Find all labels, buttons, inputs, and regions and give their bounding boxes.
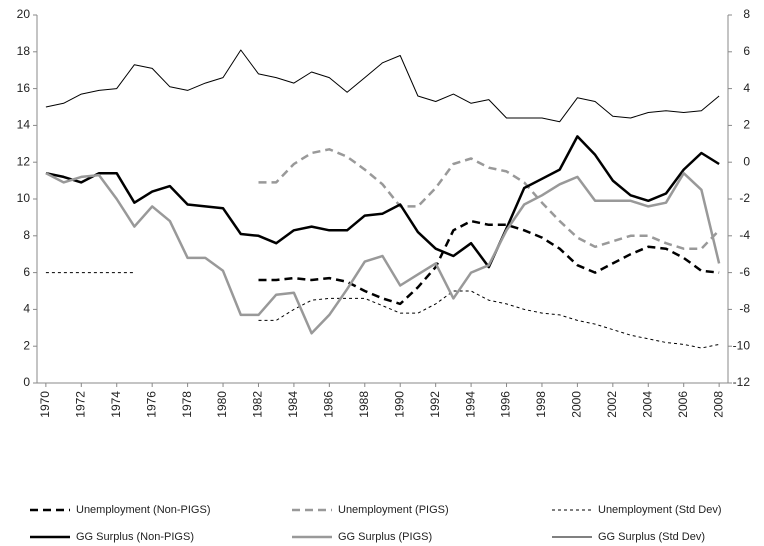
- y-tick-label: 14: [17, 118, 31, 132]
- x-tick-label: 1970: [38, 391, 52, 418]
- y-tick-label: 16: [17, 81, 31, 95]
- y-tick-label: 8: [23, 228, 30, 242]
- x-tick-label: 1986: [322, 391, 336, 418]
- x-tick-label: 2000: [570, 391, 584, 418]
- series-line: [45, 135, 720, 269]
- y2-tick-label: -10: [733, 338, 751, 352]
- y-tick-label: 12: [17, 154, 31, 168]
- y2-tick-label: -8: [739, 302, 750, 316]
- x-tick-label: 2008: [711, 391, 725, 418]
- x-tick-label: 1978: [180, 391, 194, 418]
- legend-label: Unemployment (Std Dev): [598, 504, 722, 516]
- y2-tick-label: -6: [739, 265, 750, 279]
- x-tick-label: 1998: [534, 391, 548, 418]
- x-tick-label: 1994: [463, 391, 477, 418]
- legend-label: GG Surplus (Non-PIGS): [76, 531, 194, 543]
- x-tick-label: 1984: [286, 391, 300, 418]
- x-tick-label: 1972: [73, 391, 87, 418]
- legend-label: Unemployment (Non-PIGS): [76, 504, 211, 516]
- legend-label: GG Surplus (PIGS): [338, 531, 432, 543]
- y2-tick-label: 4: [743, 81, 750, 95]
- series-line: [258, 148, 721, 250]
- y2-tick-label: 2: [743, 118, 750, 132]
- y2-tick-label: -2: [739, 191, 750, 205]
- x-tick-label: 1980: [215, 391, 229, 418]
- legend-label: GG Surplus (Std Dev): [598, 531, 705, 543]
- y2-tick-label: 6: [743, 44, 750, 58]
- y-tick-label: 18: [17, 44, 31, 58]
- y-tick-label: 2: [23, 338, 30, 352]
- x-tick-label: 2004: [640, 391, 654, 418]
- y-tick-label: 6: [23, 265, 30, 279]
- y-tick-label: 4: [23, 302, 30, 316]
- series-line: [45, 171, 721, 335]
- x-tick-label: 2006: [676, 391, 690, 418]
- legend-label: Unemployment (PIGS): [338, 504, 449, 516]
- x-tick-label: 1992: [428, 391, 442, 418]
- series-line: [45, 49, 720, 123]
- y2-tick-label: 0: [743, 154, 750, 168]
- y-tick-label: 20: [17, 7, 31, 21]
- x-tick-label: 1976: [144, 391, 158, 418]
- x-tick-label: 2002: [605, 391, 619, 418]
- y2-tick-label: -4: [739, 228, 750, 242]
- x-tick-label: 1996: [499, 391, 513, 418]
- series-line: [258, 219, 720, 306]
- y2-tick-label: -12: [733, 375, 751, 389]
- legend: Unemployment (Non-PIGS) Unemployment (PIG…: [30, 504, 722, 543]
- y2-tick-label: 8: [743, 7, 750, 21]
- y-tick-label: 10: [17, 191, 31, 205]
- x-tick-label: 1990: [392, 391, 406, 418]
- x-tick-label: 1974: [109, 391, 123, 418]
- x-tick-label: 1988: [357, 391, 371, 418]
- x-tick-label: 1982: [251, 391, 265, 418]
- series-line: [45, 272, 720, 349]
- y-tick-label: 0: [23, 375, 30, 389]
